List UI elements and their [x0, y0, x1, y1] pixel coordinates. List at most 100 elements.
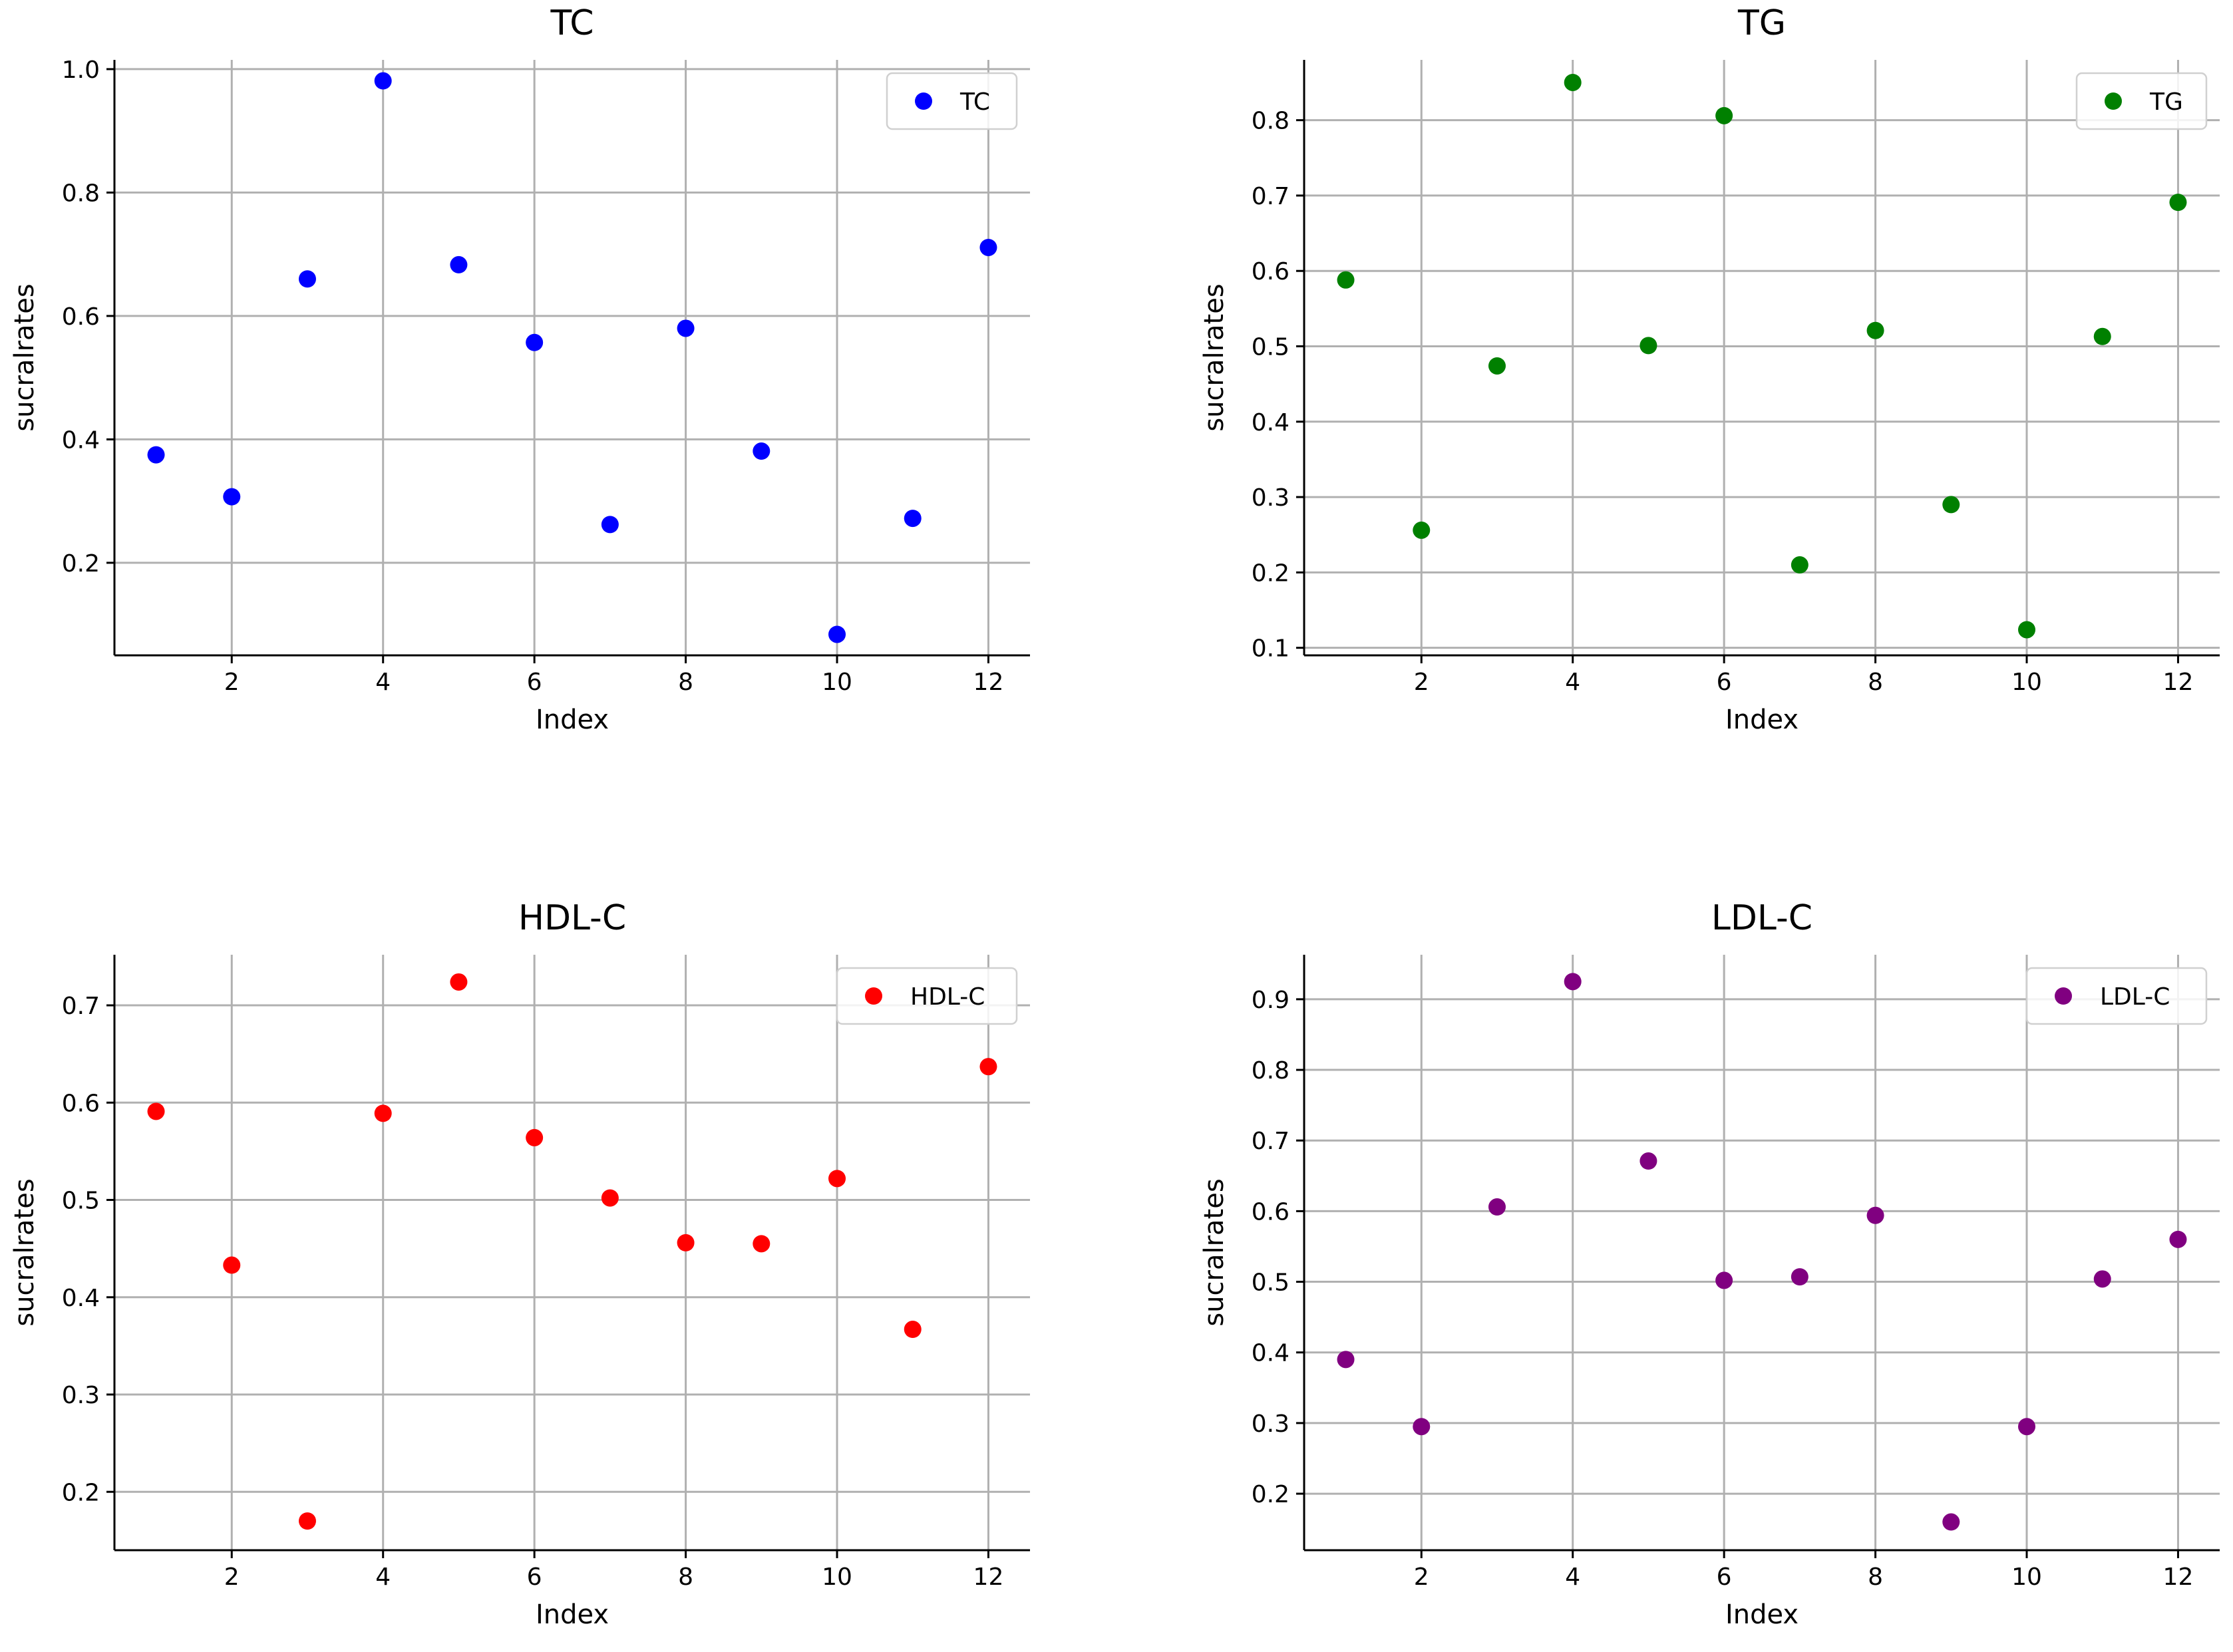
data-point [904, 510, 922, 528]
y-tick-label: 0.7 [1252, 1128, 1289, 1155]
data-point [374, 1104, 392, 1122]
y-tick-label: 0.3 [62, 1382, 100, 1409]
data-point [147, 1102, 165, 1120]
data-point [979, 1058, 997, 1076]
x-tick-label: 2 [224, 1564, 240, 1591]
y-tick-label: 0.5 [1252, 334, 1289, 361]
x-axis-label: Index [1725, 1599, 1799, 1630]
legend-box [836, 967, 1018, 1025]
y-tick-label: 0.1 [1252, 635, 1289, 663]
data-point [2093, 327, 2111, 345]
y-tick-label: 0.3 [1252, 1410, 1289, 1438]
data-point [526, 1128, 544, 1146]
data-point [601, 1189, 619, 1207]
data-point [450, 973, 468, 991]
data-point [298, 270, 316, 288]
x-axis-label: Index [536, 1599, 609, 1630]
x-tick-label: 6 [1717, 669, 1732, 696]
data-point [1715, 1271, 1733, 1289]
data-point [1564, 73, 1582, 91]
data-point [1942, 496, 1960, 514]
y-tick-label: 0.2 [1252, 1481, 1289, 1508]
y-tick-label: 0.8 [62, 180, 100, 207]
x-tick-label: 4 [1565, 1564, 1580, 1591]
data-point [1942, 1513, 1960, 1531]
data-point [753, 1235, 771, 1253]
legend-label: LDL-C [2100, 983, 2170, 1011]
data-point [374, 72, 392, 90]
data-point [1715, 106, 1733, 124]
y-tick-label: 0.6 [1252, 258, 1289, 285]
data-point [1337, 271, 1355, 289]
legend-box [2075, 72, 2208, 130]
x-tick-label: 10 [2011, 669, 2042, 696]
x-tick-label: 2 [224, 669, 240, 696]
data-point [223, 1256, 241, 1274]
y-tick-label: 0.3 [1252, 484, 1289, 512]
data-point [2018, 1418, 2036, 1436]
chart-panel-hdl-c: 2 4 6 8 10 12 0.2 0.3 0.4 0.5 0.6 0.7 HDL-C Index sucr… [9, 898, 1030, 1630]
data-point [828, 625, 846, 643]
data-point [1564, 973, 1582, 991]
data-point [1413, 521, 1431, 539]
y-tick-label: 0.6 [1252, 1198, 1289, 1226]
y-tick-label: 0.4 [62, 426, 100, 454]
data-point [1413, 1418, 1431, 1436]
x-tick-label: 6 [527, 669, 542, 696]
x-tick-label: 2 [1414, 669, 1429, 696]
y-tick-label: 0.8 [1252, 108, 1289, 135]
chart-title: LDL-C [1711, 898, 1812, 938]
data-point [223, 488, 241, 506]
x-tick-label: 6 [527, 1564, 542, 1591]
x-tick-label: 8 [1868, 1564, 1883, 1591]
data-point [601, 516, 619, 534]
x-tick-label: 10 [2011, 1564, 2042, 1591]
legend-label: TC [959, 88, 990, 116]
data-point [677, 319, 695, 337]
x-tick-label: 12 [973, 669, 1004, 696]
data-point [979, 238, 997, 256]
y-tick-label: 0.5 [1252, 1269, 1289, 1297]
data-point [1639, 1152, 1657, 1170]
y-tick-label: 0.9 [1252, 987, 1289, 1014]
x-tick-label: 12 [973, 1564, 1004, 1591]
data-point [1639, 337, 1657, 355]
data-point [753, 442, 771, 460]
legend-label: HDL-C [910, 983, 985, 1011]
legend-marker [2055, 987, 2072, 1005]
y-tick-label: 0.2 [1252, 560, 1289, 587]
y-axis-label: sucralrates [9, 283, 40, 431]
data-point [1866, 321, 1884, 339]
legend-marker [865, 987, 882, 1005]
y-axis-label: sucralrates [9, 1178, 40, 1326]
y-tick-label: 0.8 [1252, 1057, 1289, 1084]
y-tick-label: 1.0 [62, 57, 100, 84]
data-point [450, 255, 468, 273]
x-axis-label: Index [1725, 705, 1799, 735]
chart-title: TG [1737, 3, 1786, 43]
data-point [1488, 1198, 1506, 1216]
data-point [2169, 1230, 2187, 1248]
data-point [1791, 556, 1808, 574]
y-axis-label: sucralrates [1199, 1178, 1230, 1326]
x-tick-label: 8 [678, 669, 693, 696]
legend-box [886, 72, 1018, 130]
y-tick-label: 0.6 [62, 1090, 100, 1117]
data-point [1488, 357, 1506, 375]
legend-marker [2105, 92, 2122, 110]
x-tick-label: 10 [822, 669, 852, 696]
y-tick-label: 0.2 [62, 1479, 100, 1506]
x-tick-label: 12 [2163, 669, 2194, 696]
x-tick-label: 4 [1565, 669, 1580, 696]
data-point [904, 1321, 922, 1339]
data-point [2018, 621, 2036, 639]
data-point [298, 1512, 316, 1530]
y-tick-label: 0.4 [62, 1285, 100, 1312]
y-axis-label: sucralrates [1199, 283, 1230, 431]
x-tick-label: 12 [2163, 1564, 2194, 1591]
chart-panel-ldl-c: 2 4 6 8 10 12 0.2 0.3 0.4 0.5 0.6 0.7 0.8 0.9 LDL-C Ind… [1199, 898, 2220, 1630]
y-tick-label: 0.7 [1252, 183, 1289, 210]
y-tick-label: 0.5 [62, 1188, 100, 1215]
x-axis-label: Index [536, 705, 609, 735]
